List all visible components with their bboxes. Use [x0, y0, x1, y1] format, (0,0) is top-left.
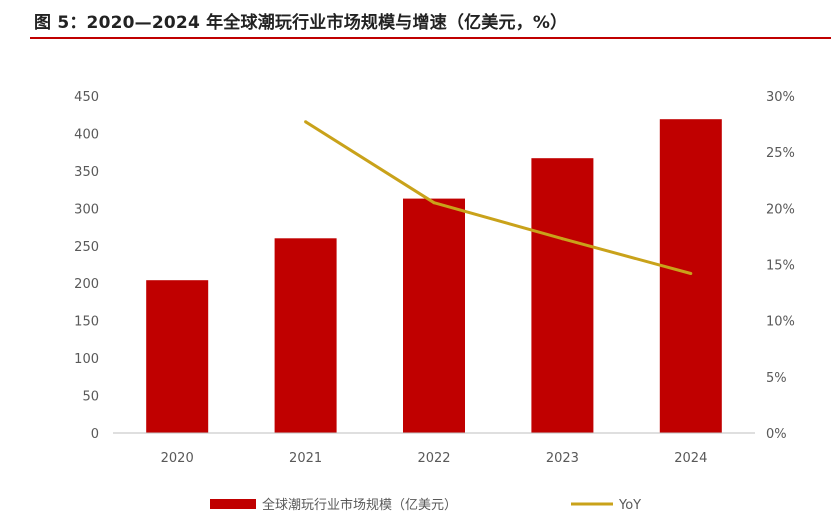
right-tick-label: 25%	[766, 146, 795, 161]
x-tick-label-2024: 2024	[674, 451, 707, 466]
legend-label-yoy: YoY	[618, 498, 641, 513]
right-tick-label: 10%	[766, 315, 795, 330]
right-tick-label: 30%	[766, 90, 795, 105]
right-tick-label: 0%	[766, 427, 787, 442]
x-tick-label-2022: 2022	[417, 451, 450, 466]
left-tick-label: 50	[82, 390, 99, 405]
left-tick-label: 150	[74, 315, 99, 330]
bars-group	[146, 119, 722, 433]
bar-2024	[659, 119, 722, 433]
title-rule	[30, 37, 831, 39]
right-tick-label: 20%	[766, 202, 795, 217]
bar-2023	[531, 158, 594, 433]
right-tick-label: 5%	[766, 371, 787, 386]
yoy-point-2021	[304, 120, 308, 124]
legend-swatch-bar	[210, 499, 256, 509]
x-tick-label-2020: 2020	[161, 451, 194, 466]
page-title: 图 5：2020—2024 年全球潮玩行业市场规模与增速（亿美元，%）	[34, 13, 568, 33]
left-tick-label: 250	[74, 240, 99, 255]
x-tick-label-2021: 2021	[289, 451, 322, 466]
yoy-line-group	[304, 120, 693, 275]
bar-2020	[146, 280, 209, 433]
legend-label-bar: 全球潮玩行业市场规模（亿美元）	[262, 497, 457, 513]
right-tick-label: 15%	[766, 259, 795, 274]
bar-2021	[274, 238, 337, 433]
left-tick-label: 100	[74, 352, 99, 367]
left-tick-label: 400	[74, 127, 99, 142]
left-tick-label: 200	[74, 277, 99, 292]
bar-2022	[403, 198, 465, 433]
right-axis-ticks: 0% 5% 10% 15% 20% 25% 30%	[766, 90, 795, 442]
left-tick-label: 0	[91, 427, 99, 442]
yoy-point-2023	[560, 237, 564, 241]
yoy-line	[304, 120, 692, 275]
left-axis-ticks: 0 50 100 150 200 250 300 350 400 450	[74, 90, 99, 442]
legend: 全球潮玩行业市场规模（亿美元） YoY	[210, 497, 641, 513]
left-tick-label: 450	[74, 90, 99, 105]
yoy-point-2024	[689, 272, 693, 275]
x-tick-label-2023: 2023	[546, 451, 579, 466]
left-tick-label: 300	[74, 202, 99, 217]
left-tick-label: 350	[74, 165, 99, 180]
x-axis-ticks: 2020 2021 2022 2023 2024	[161, 451, 708, 466]
yoy-point-2022	[432, 201, 436, 205]
